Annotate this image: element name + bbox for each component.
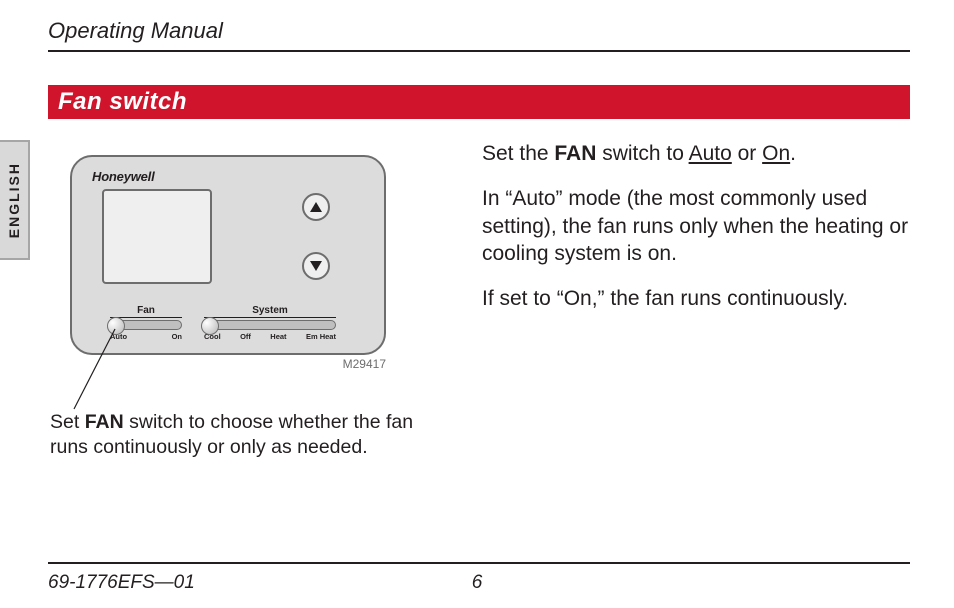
body-p1: Set the FAN switch to Auto or On.: [482, 140, 912, 167]
manual-page: Operating Manual ENGLISH Fan switch Hone…: [0, 0, 954, 608]
system-switch-knob: [201, 317, 219, 335]
caption-pre: Set: [50, 411, 85, 433]
body-text: Set the FAN switch to Auto or On. In “Au…: [482, 140, 912, 330]
language-tab: ENGLISH: [0, 140, 30, 260]
thermostat-body: Honeywell Fan Auto On System: [70, 155, 386, 355]
system-switch-title: System: [204, 305, 336, 318]
system-label-off: Off: [240, 332, 251, 341]
thermostat-screen: [102, 189, 212, 284]
fan-switch-group: Fan Auto On: [110, 305, 182, 341]
system-switch-group: System Cool Off Heat Em Heat: [204, 305, 336, 341]
language-tab-text: ENGLISH: [6, 162, 22, 238]
down-button: [302, 252, 330, 280]
fan-switch-knob: [107, 317, 125, 335]
thermostat-figure: Honeywell Fan Auto On System: [70, 155, 386, 375]
p1-auto: Auto: [689, 142, 732, 165]
up-button: [302, 193, 330, 221]
figure-caption: Set FAN switch to choose whether the fan…: [50, 410, 440, 461]
system-label-heat: Heat: [270, 332, 286, 341]
fan-switch-slot: [110, 320, 182, 330]
p1-pre: Set the: [482, 142, 554, 165]
p1-on: On: [762, 142, 790, 165]
body-p2: In “Auto” mode (the most commonly used s…: [482, 185, 912, 267]
fan-label-on: On: [172, 332, 182, 341]
footer-page-number: 6: [0, 572, 954, 594]
p1-or: or: [732, 142, 762, 165]
caption-bold: FAN: [85, 411, 124, 433]
fan-switch-title: Fan: [110, 305, 182, 318]
body-p3: If set to “On,” the fan runs continuousl…: [482, 285, 912, 312]
p1-mid: switch to: [596, 142, 688, 165]
system-label-emheat: Em Heat: [306, 332, 336, 341]
footer-rule: [48, 562, 910, 564]
section-title: Fan switch: [48, 85, 910, 119]
system-switch-slot: [204, 320, 336, 330]
p1-bold: FAN: [554, 142, 596, 165]
p1-end: .: [790, 142, 796, 165]
system-switch-labels: Cool Off Heat Em Heat: [204, 332, 336, 341]
brand-label: Honeywell: [92, 169, 155, 184]
header-rule: [48, 50, 910, 52]
figure-code: M29417: [343, 357, 386, 371]
manual-header: Operating Manual: [48, 18, 223, 44]
